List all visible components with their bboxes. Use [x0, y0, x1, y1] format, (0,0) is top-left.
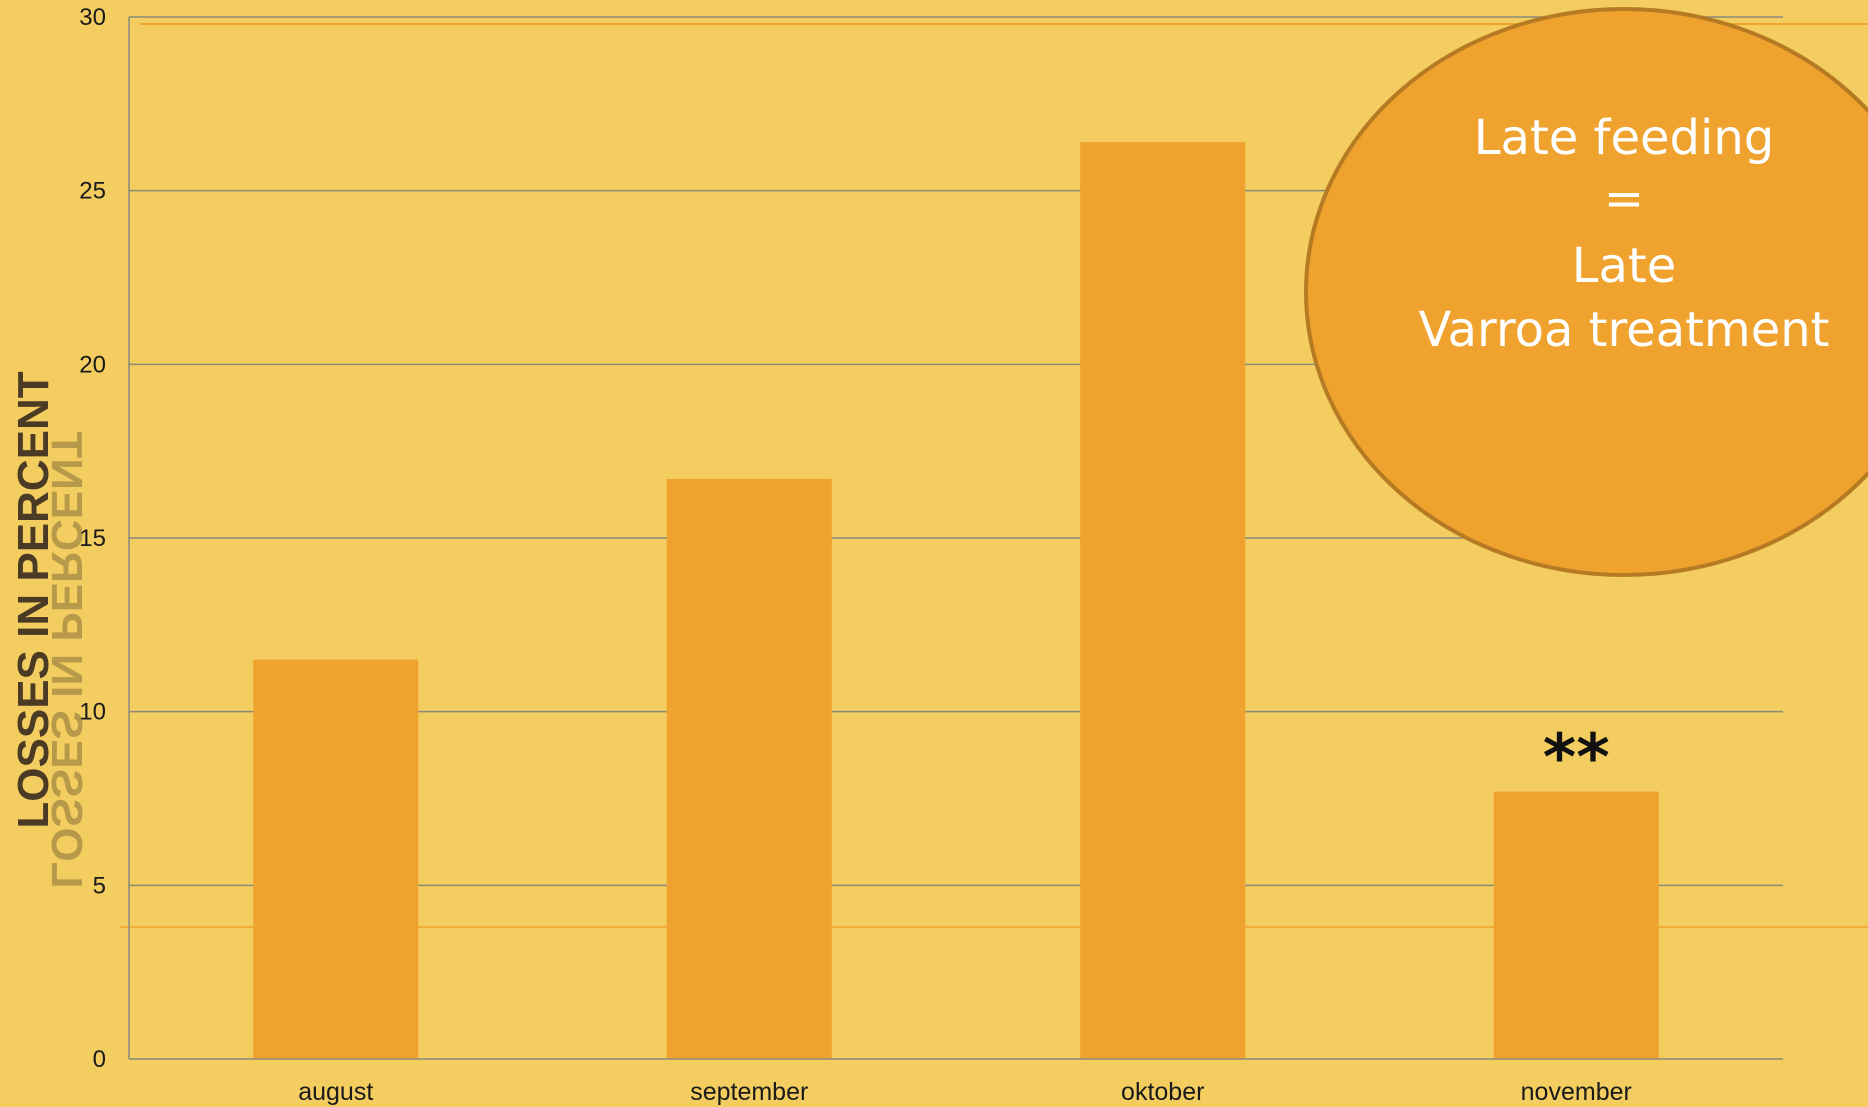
bar-september	[666, 478, 832, 1059]
bar-august	[253, 659, 419, 1059]
y-tick-label-25: 25	[79, 178, 106, 205]
y-tick-label-0: 0	[93, 1046, 106, 1073]
bar-oktober	[1080, 142, 1246, 1060]
annotations: **	[1543, 722, 1610, 796]
bar-november	[1493, 791, 1659, 1059]
x-tick-label-september: september	[690, 1078, 808, 1106]
callout-line-equals: =	[1604, 171, 1644, 227]
y-tick-label-5: 5	[93, 872, 106, 899]
y-tick-label-15: 15	[79, 525, 106, 552]
y-tick-label-30: 30	[79, 4, 106, 31]
callout-line-late: Late	[1572, 238, 1677, 294]
bars	[253, 142, 1659, 1060]
x-tick-label-august: august	[298, 1078, 373, 1106]
callout-line-late-feeding: Late feeding	[1474, 110, 1774, 166]
axes	[128, 17, 1783, 1060]
x-tick-label-oktober: oktober	[1121, 1078, 1204, 1106]
x-tick-label-november: november	[1521, 1078, 1632, 1106]
y-axis-title: LOSSES IN PERCENT	[9, 371, 58, 828]
x-tick-labels: august september oktober november	[298, 1078, 1632, 1106]
y-tick-label-20: 20	[79, 351, 106, 378]
significance-stars: **	[1543, 722, 1610, 796]
callout-line-varroa-treatment: Varroa treatment	[1419, 302, 1830, 358]
y-axis-label: LOSSES IN PERCENT LOSSES IN PERCENT	[9, 371, 91, 888]
y-tick-label-10: 10	[79, 699, 106, 726]
callout-bubble: Late feeding = Late Varroa treatment	[1304, 7, 1868, 577]
y-tick-labels: 0 5 10 15 20 25 30	[79, 4, 106, 1073]
callout-ellipse	[1304, 7, 1868, 577]
y-axis-label-reflection: LOSSES IN PERCENT	[42, 431, 91, 888]
